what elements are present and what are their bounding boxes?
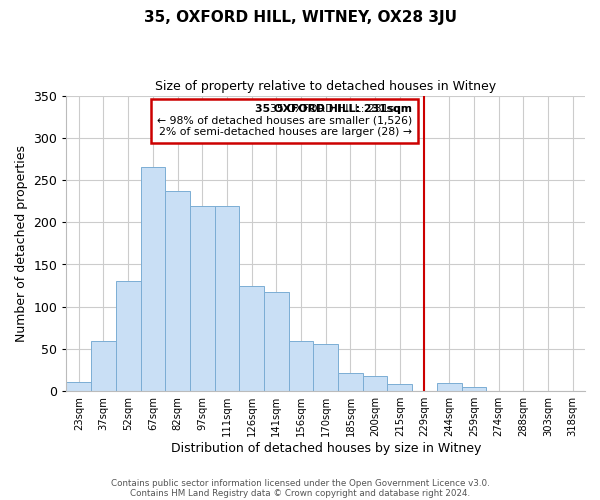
Bar xyxy=(388,384,412,391)
Bar xyxy=(215,206,239,391)
Title: Size of property relative to detached houses in Witney: Size of property relative to detached ho… xyxy=(155,80,496,93)
Text: Contains public sector information licensed under the Open Government Licence v3: Contains public sector information licen… xyxy=(110,478,490,488)
Bar xyxy=(437,383,461,391)
X-axis label: Distribution of detached houses by size in Witney: Distribution of detached houses by size … xyxy=(170,442,481,455)
Bar xyxy=(264,292,289,391)
Text: 35 OXFORD HILL: 231sqm
← 98% of detached houses are smaller (1,526)
2% of semi-d: 35 OXFORD HILL: 231sqm ← 98% of detached… xyxy=(157,104,412,137)
Text: 35, OXFORD HILL, WITNEY, OX28 3JU: 35, OXFORD HILL, WITNEY, OX28 3JU xyxy=(143,10,457,25)
Bar xyxy=(116,280,140,391)
Bar xyxy=(363,376,388,391)
Bar xyxy=(67,382,91,391)
Text: Contains HM Land Registry data © Crown copyright and database right 2024.: Contains HM Land Registry data © Crown c… xyxy=(130,488,470,498)
Bar xyxy=(289,340,313,391)
Text: 35 OXFORD HILL: 231sqm: 35 OXFORD HILL: 231sqm xyxy=(255,104,412,114)
Bar xyxy=(461,387,486,391)
Bar xyxy=(165,191,190,391)
Bar xyxy=(140,168,165,391)
Bar xyxy=(313,344,338,391)
Bar xyxy=(190,206,215,391)
Bar xyxy=(91,340,116,391)
Bar xyxy=(239,286,264,391)
Bar xyxy=(338,374,363,391)
Y-axis label: Number of detached properties: Number of detached properties xyxy=(15,145,28,342)
